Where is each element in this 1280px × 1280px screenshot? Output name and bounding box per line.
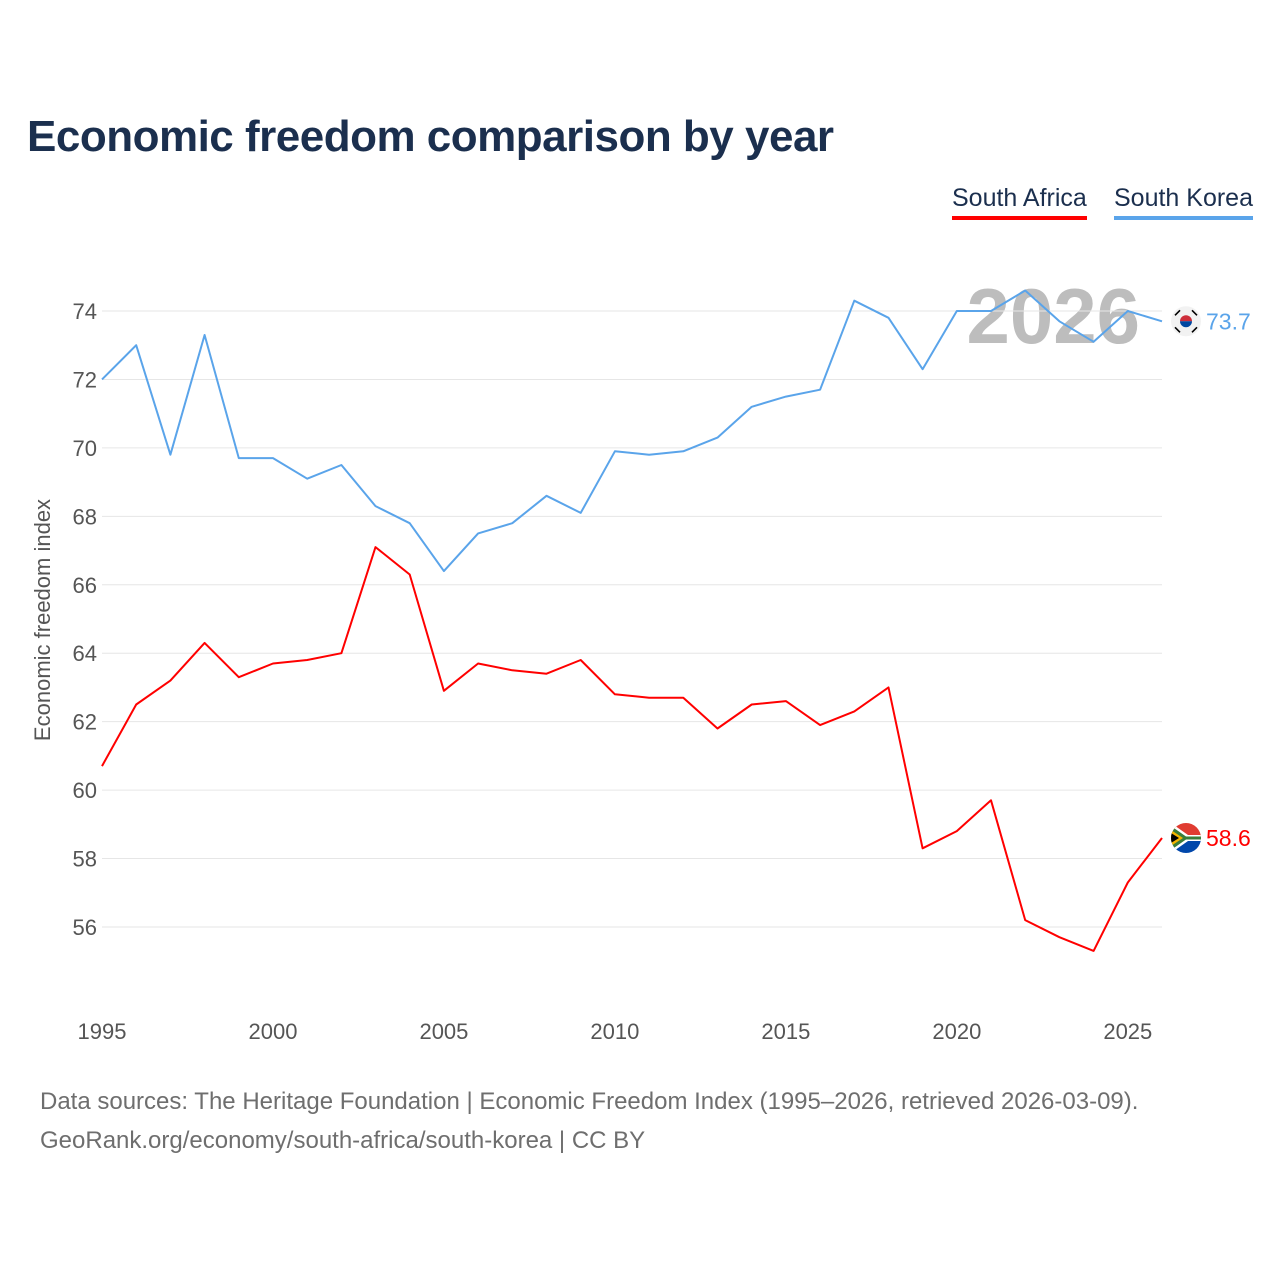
south-africa-flag-icon bbox=[1171, 822, 1201, 853]
x-tick-label: 2015 bbox=[761, 1019, 810, 1044]
y-tick-label: 64 bbox=[73, 641, 97, 666]
south-korea-flag-icon bbox=[1171, 306, 1201, 337]
source-note: Data sources: The Heritage Foundation | … bbox=[40, 1088, 1139, 1115]
series-line-south-africa bbox=[101, 546, 1163, 952]
legend-south-africa[interactable]: South Africa bbox=[952, 184, 1087, 220]
x-tick-label: 2005 bbox=[419, 1019, 468, 1044]
y-tick-label: 58 bbox=[73, 847, 97, 872]
x-tick-label: 2025 bbox=[1103, 1019, 1152, 1044]
x-tick-label: 1995 bbox=[78, 1019, 127, 1044]
chart-title: Economic freedom comparison by year bbox=[27, 112, 834, 161]
x-tick-label: 2000 bbox=[248, 1019, 297, 1044]
y-tick-label: 56 bbox=[73, 915, 97, 940]
end-value-label: 73.7 bbox=[1206, 308, 1251, 334]
y-tick-label: 66 bbox=[73, 573, 97, 598]
end-value-label: 58.6 bbox=[1206, 825, 1251, 851]
y-axis-label: Economic freedom index bbox=[30, 499, 55, 741]
y-tick-label: 74 bbox=[73, 299, 97, 324]
legend-south-korea[interactable]: South Korea bbox=[1114, 184, 1253, 220]
series-line-south-korea bbox=[101, 289, 1163, 573]
y-tick-label: 70 bbox=[73, 436, 97, 461]
x-tick-label: 2020 bbox=[932, 1019, 981, 1044]
y-tick-label: 60 bbox=[73, 778, 97, 803]
y-tick-label: 72 bbox=[73, 367, 97, 392]
x-tick-label: 2010 bbox=[590, 1019, 639, 1044]
y-tick-label: 68 bbox=[73, 504, 97, 529]
y-tick-label: 62 bbox=[73, 710, 97, 735]
source-link[interactable]: GeoRank.org/economy/south-africa/south-k… bbox=[40, 1127, 646, 1154]
